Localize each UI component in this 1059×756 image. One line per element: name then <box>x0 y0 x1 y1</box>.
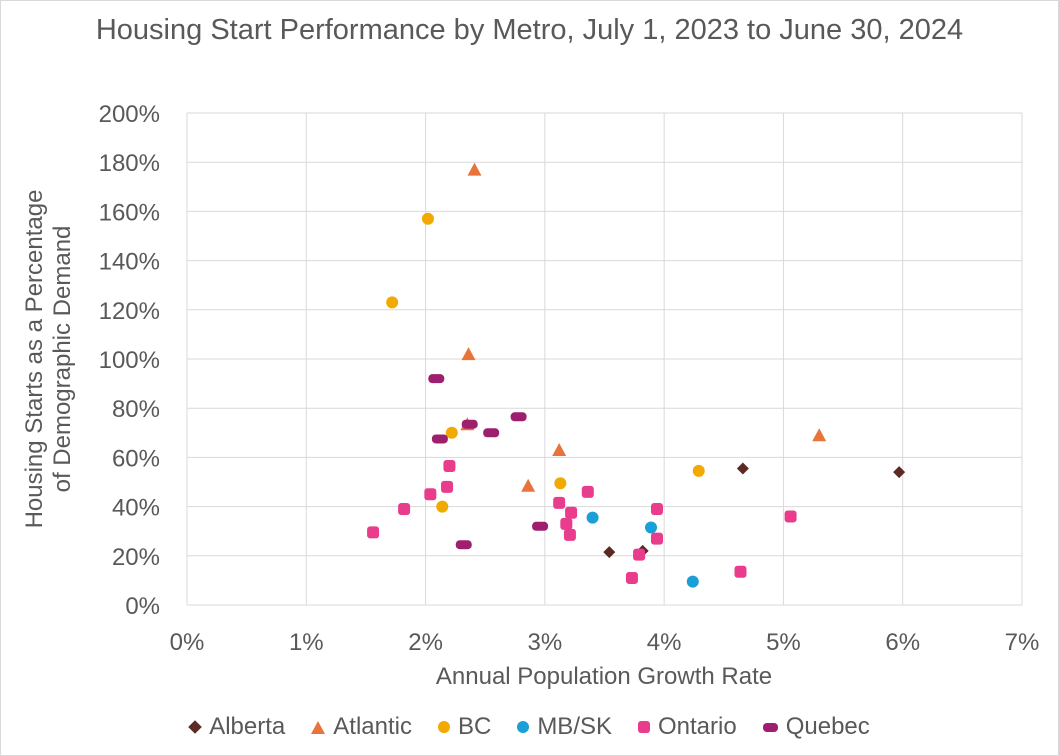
point-ontario <box>553 496 566 509</box>
point-bc <box>554 477 567 490</box>
point-bc <box>692 464 705 477</box>
point-quebec <box>428 374 445 384</box>
point-ontario <box>734 565 747 578</box>
point-ontario <box>563 528 576 541</box>
point-ontario <box>784 510 797 523</box>
legend-label-mb-sk: MB/SK <box>537 713 612 740</box>
y-tick-label: 160% <box>99 199 160 226</box>
point-atlantic <box>467 162 482 176</box>
legend-label-alberta: Alberta <box>209 713 286 740</box>
point-quebec <box>510 412 527 422</box>
point-ontario <box>398 503 411 516</box>
point-ontario <box>443 460 456 473</box>
point-quebec <box>461 419 478 429</box>
y-axis-title-text: Housing Starts as a Percentageof Demogra… <box>21 190 76 529</box>
legend-item-quebec: Quebec <box>762 713 870 741</box>
y-tick-label: 80% <box>112 396 160 423</box>
x-axis-title: Annual Population Growth Rate <box>436 663 772 690</box>
point-mb-sk <box>586 511 599 524</box>
y-tick-label: 40% <box>112 495 160 522</box>
legend-marker-mb-sk <box>517 721 530 733</box>
legend-label-bc: BC <box>457 713 492 740</box>
x-tick-label: 2% <box>408 629 443 656</box>
point-ontario <box>560 517 573 530</box>
y-tick-label: 60% <box>112 445 160 472</box>
point-ontario <box>441 480 454 493</box>
gridlines <box>186 112 1023 606</box>
scatter-plot: 0% 20% 40% 60% 80% 100% 120% 140% 160% 180% 200% 0%… <box>21 101 1040 690</box>
point-atlantic <box>552 443 567 457</box>
x-tick-label: 0% <box>170 629 205 656</box>
chart-title: Housing Start Performance by Metro, July… <box>95 14 964 46</box>
point-ontario <box>424 488 437 501</box>
point-quebec <box>455 540 472 550</box>
point-ontario <box>633 548 646 561</box>
legend-item-atlantic: Atlantic <box>311 713 412 741</box>
x-tick-label: 4% <box>647 629 682 656</box>
point-bc <box>445 426 458 439</box>
point-ontario <box>581 485 594 498</box>
legend-marker-alberta <box>188 720 203 734</box>
point-mb-sk <box>686 575 699 588</box>
point-atlantic <box>521 478 536 492</box>
x-tick-label: 5% <box>766 629 801 656</box>
point-alberta <box>893 466 906 479</box>
point-atlantic <box>812 428 827 442</box>
legend-marker-atlantic <box>311 720 326 734</box>
legend-label-atlantic: Atlantic <box>333 713 412 740</box>
y-tick-label: 0% <box>125 593 160 620</box>
y-tick-label: 120% <box>99 298 160 325</box>
legend-item-alberta: Alberta <box>188 713 286 741</box>
legend: Alberta Atlantic BC MB/SK Ontario Quebec <box>0 710 1059 744</box>
point-ontario <box>367 526 380 539</box>
legend-label-quebec: Quebec <box>785 713 870 740</box>
x-tick-label: 6% <box>885 629 920 656</box>
point-ontario <box>650 532 663 545</box>
y-tick-label: 200% <box>99 101 160 128</box>
x-tick-label: 7% <box>1005 629 1040 656</box>
y-tick-label: 20% <box>112 544 160 571</box>
legend-item-ontario: Ontario <box>638 713 737 741</box>
point-quebec <box>532 521 549 531</box>
legend-item-mb-sk: MB/SK <box>517 713 612 741</box>
point-bc <box>386 296 399 309</box>
y-tick-label: 180% <box>99 150 160 177</box>
legend-marker-ontario <box>638 721 650 733</box>
point-mb-sk <box>645 521 658 534</box>
tick-labels: 0% 20% 40% 60% 80% 100% 120% 140% 160% 180% 200% 0%… <box>99 101 1040 656</box>
y-tick-label: 100% <box>99 347 160 374</box>
point-quebec <box>483 428 500 438</box>
point-ontario <box>565 506 578 519</box>
legend-item-bc: BC <box>437 713 492 741</box>
x-tick-label: 3% <box>528 629 563 656</box>
point-ontario <box>625 571 638 584</box>
point-alberta <box>736 462 749 475</box>
legend-label-ontario: Ontario <box>658 713 737 740</box>
point-alberta <box>603 546 616 559</box>
y-tick-label: 140% <box>99 249 160 276</box>
legend-marker-bc <box>437 721 450 733</box>
point-bc <box>421 212 434 225</box>
x-tick-label: 1% <box>289 629 324 656</box>
point-quebec <box>431 434 448 444</box>
legend-marker-quebec <box>762 722 778 732</box>
point-atlantic <box>461 347 476 361</box>
point-ontario <box>650 503 663 516</box>
data-points <box>367 162 906 588</box>
point-bc <box>436 500 449 513</box>
y-axis-title: Housing Starts as a Percentageof Demogra… <box>21 190 76 529</box>
